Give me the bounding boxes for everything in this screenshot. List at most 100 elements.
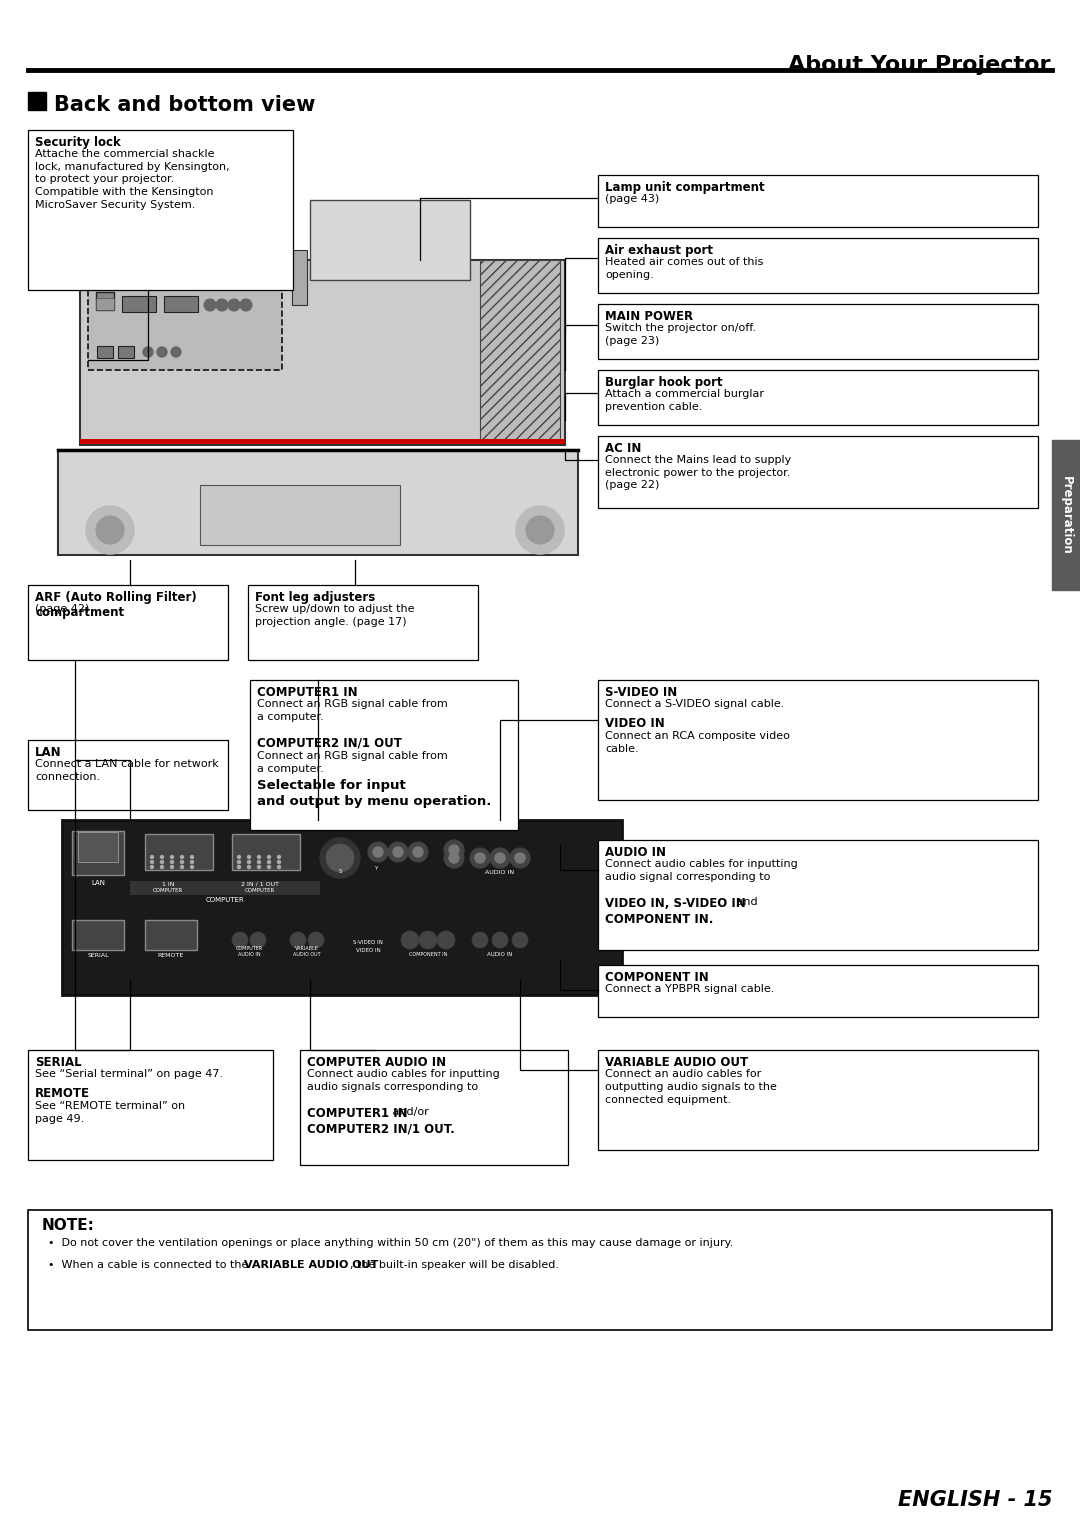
Circle shape: [180, 856, 184, 859]
Text: COMPUTER2 IN/1 OUT.: COMPUTER2 IN/1 OUT.: [307, 1123, 455, 1135]
Circle shape: [268, 865, 270, 868]
Circle shape: [490, 848, 510, 868]
Circle shape: [228, 299, 240, 312]
Bar: [598, 304, 1038, 359]
Circle shape: [257, 860, 260, 863]
Circle shape: [437, 931, 455, 949]
Text: COMPONENT IN: COMPONENT IN: [605, 970, 708, 984]
Bar: [118, 345, 134, 358]
Circle shape: [510, 848, 530, 868]
Circle shape: [515, 853, 525, 863]
Circle shape: [190, 856, 193, 859]
Circle shape: [240, 299, 252, 312]
Text: (page 42): (page 42): [35, 604, 90, 614]
Circle shape: [268, 856, 270, 859]
Text: Connect the Mains lead to supply
electronic power to the projector.
(page 22): Connect the Mains lead to supply electro…: [605, 455, 792, 490]
Circle shape: [475, 853, 485, 863]
Text: COMPUTER: COMPUTER: [205, 897, 244, 903]
Text: Connect audio cables for inputting
audio signal corresponding to: Connect audio cables for inputting audio…: [605, 859, 798, 882]
Text: See “REMOTE terminal” on
page 49.: See “REMOTE terminal” on page 49.: [35, 1102, 185, 1123]
Bar: [130, 882, 320, 895]
Circle shape: [373, 847, 383, 857]
Text: COMPUTER: COMPUTER: [245, 888, 275, 892]
Text: VARIABLE
AUDIO OUT: VARIABLE AUDIO OUT: [293, 946, 321, 957]
Bar: [200, 484, 400, 545]
Circle shape: [171, 860, 174, 863]
Text: About Your Projector: About Your Projector: [787, 55, 1050, 75]
Circle shape: [157, 347, 167, 358]
Circle shape: [444, 848, 464, 868]
Bar: [62, 821, 622, 995]
Text: VIDEO IN, S-VIDEO IN: VIDEO IN, S-VIDEO IN: [605, 897, 746, 911]
Text: (page 43): (page 43): [605, 194, 659, 203]
Text: and output by menu operation.: and output by menu operation.: [257, 795, 491, 808]
Circle shape: [495, 853, 505, 863]
Bar: [80, 260, 565, 445]
Circle shape: [171, 347, 181, 358]
Bar: [598, 435, 1038, 507]
Text: COMPUTER AUDIO IN: COMPUTER AUDIO IN: [307, 1056, 446, 1070]
Bar: [598, 238, 1038, 293]
Bar: [28, 92, 46, 110]
Text: , the built-in speaker will be disabled.: , the built-in speaker will be disabled.: [350, 1261, 559, 1270]
Circle shape: [150, 860, 153, 863]
Text: Back and bottom view: Back and bottom view: [54, 95, 315, 115]
Text: Security lock: Security lock: [35, 136, 121, 150]
Circle shape: [238, 865, 241, 868]
Circle shape: [526, 516, 554, 544]
Circle shape: [180, 860, 184, 863]
Bar: [598, 680, 1038, 801]
Bar: [145, 920, 197, 950]
Text: LAN: LAN: [91, 880, 105, 886]
Circle shape: [393, 847, 403, 857]
Text: Connect an RCA composite video
cable.: Connect an RCA composite video cable.: [605, 730, 789, 753]
Text: REMOTE: REMOTE: [35, 1086, 90, 1100]
Circle shape: [516, 506, 564, 555]
Circle shape: [388, 842, 408, 862]
Circle shape: [247, 856, 251, 859]
Bar: [97, 345, 113, 358]
Text: COMPUTER1 IN: COMPUTER1 IN: [307, 1106, 407, 1120]
Circle shape: [449, 853, 459, 863]
Bar: [145, 834, 213, 869]
Text: AUDIO IN: AUDIO IN: [487, 952, 513, 957]
Circle shape: [408, 842, 428, 862]
Text: S-VIDEO IN: S-VIDEO IN: [605, 686, 677, 698]
Circle shape: [257, 865, 260, 868]
Bar: [28, 1050, 273, 1160]
Bar: [598, 176, 1038, 228]
Circle shape: [86, 506, 134, 555]
Circle shape: [413, 847, 423, 857]
Circle shape: [190, 860, 193, 863]
Circle shape: [232, 932, 248, 947]
Circle shape: [268, 860, 270, 863]
Text: SERIAL: SERIAL: [87, 953, 109, 958]
Circle shape: [278, 856, 281, 859]
Circle shape: [278, 860, 281, 863]
Text: Burglar hook port: Burglar hook port: [605, 376, 723, 390]
Text: See “Serial terminal” on page 47.: See “Serial terminal” on page 47.: [35, 1070, 224, 1079]
Circle shape: [204, 299, 216, 312]
Circle shape: [308, 932, 324, 947]
Text: Selectable for input: Selectable for input: [257, 779, 406, 792]
Text: COMPONENT IN: COMPONENT IN: [409, 952, 447, 957]
Circle shape: [247, 860, 251, 863]
Circle shape: [291, 932, 306, 947]
Circle shape: [161, 860, 163, 863]
Text: AC IN: AC IN: [605, 442, 642, 455]
Circle shape: [512, 932, 528, 947]
Text: Screw up/down to adjust the
projection angle. (page 17): Screw up/down to adjust the projection a…: [255, 604, 415, 626]
Bar: [87, 267, 282, 370]
Text: 1 IN: 1 IN: [162, 882, 174, 886]
Bar: [80, 439, 565, 445]
Text: and/or: and/or: [389, 1106, 429, 1117]
Text: Heated air comes out of this
opening.: Heated air comes out of this opening.: [605, 257, 764, 280]
Text: •  When a cable is connected to the: • When a cable is connected to the: [48, 1261, 252, 1270]
Circle shape: [190, 865, 193, 868]
Circle shape: [444, 840, 464, 860]
Text: S-VIDEO IN: S-VIDEO IN: [353, 940, 383, 944]
Circle shape: [171, 865, 174, 868]
Bar: [598, 840, 1038, 950]
Circle shape: [161, 865, 163, 868]
Bar: [28, 130, 293, 290]
